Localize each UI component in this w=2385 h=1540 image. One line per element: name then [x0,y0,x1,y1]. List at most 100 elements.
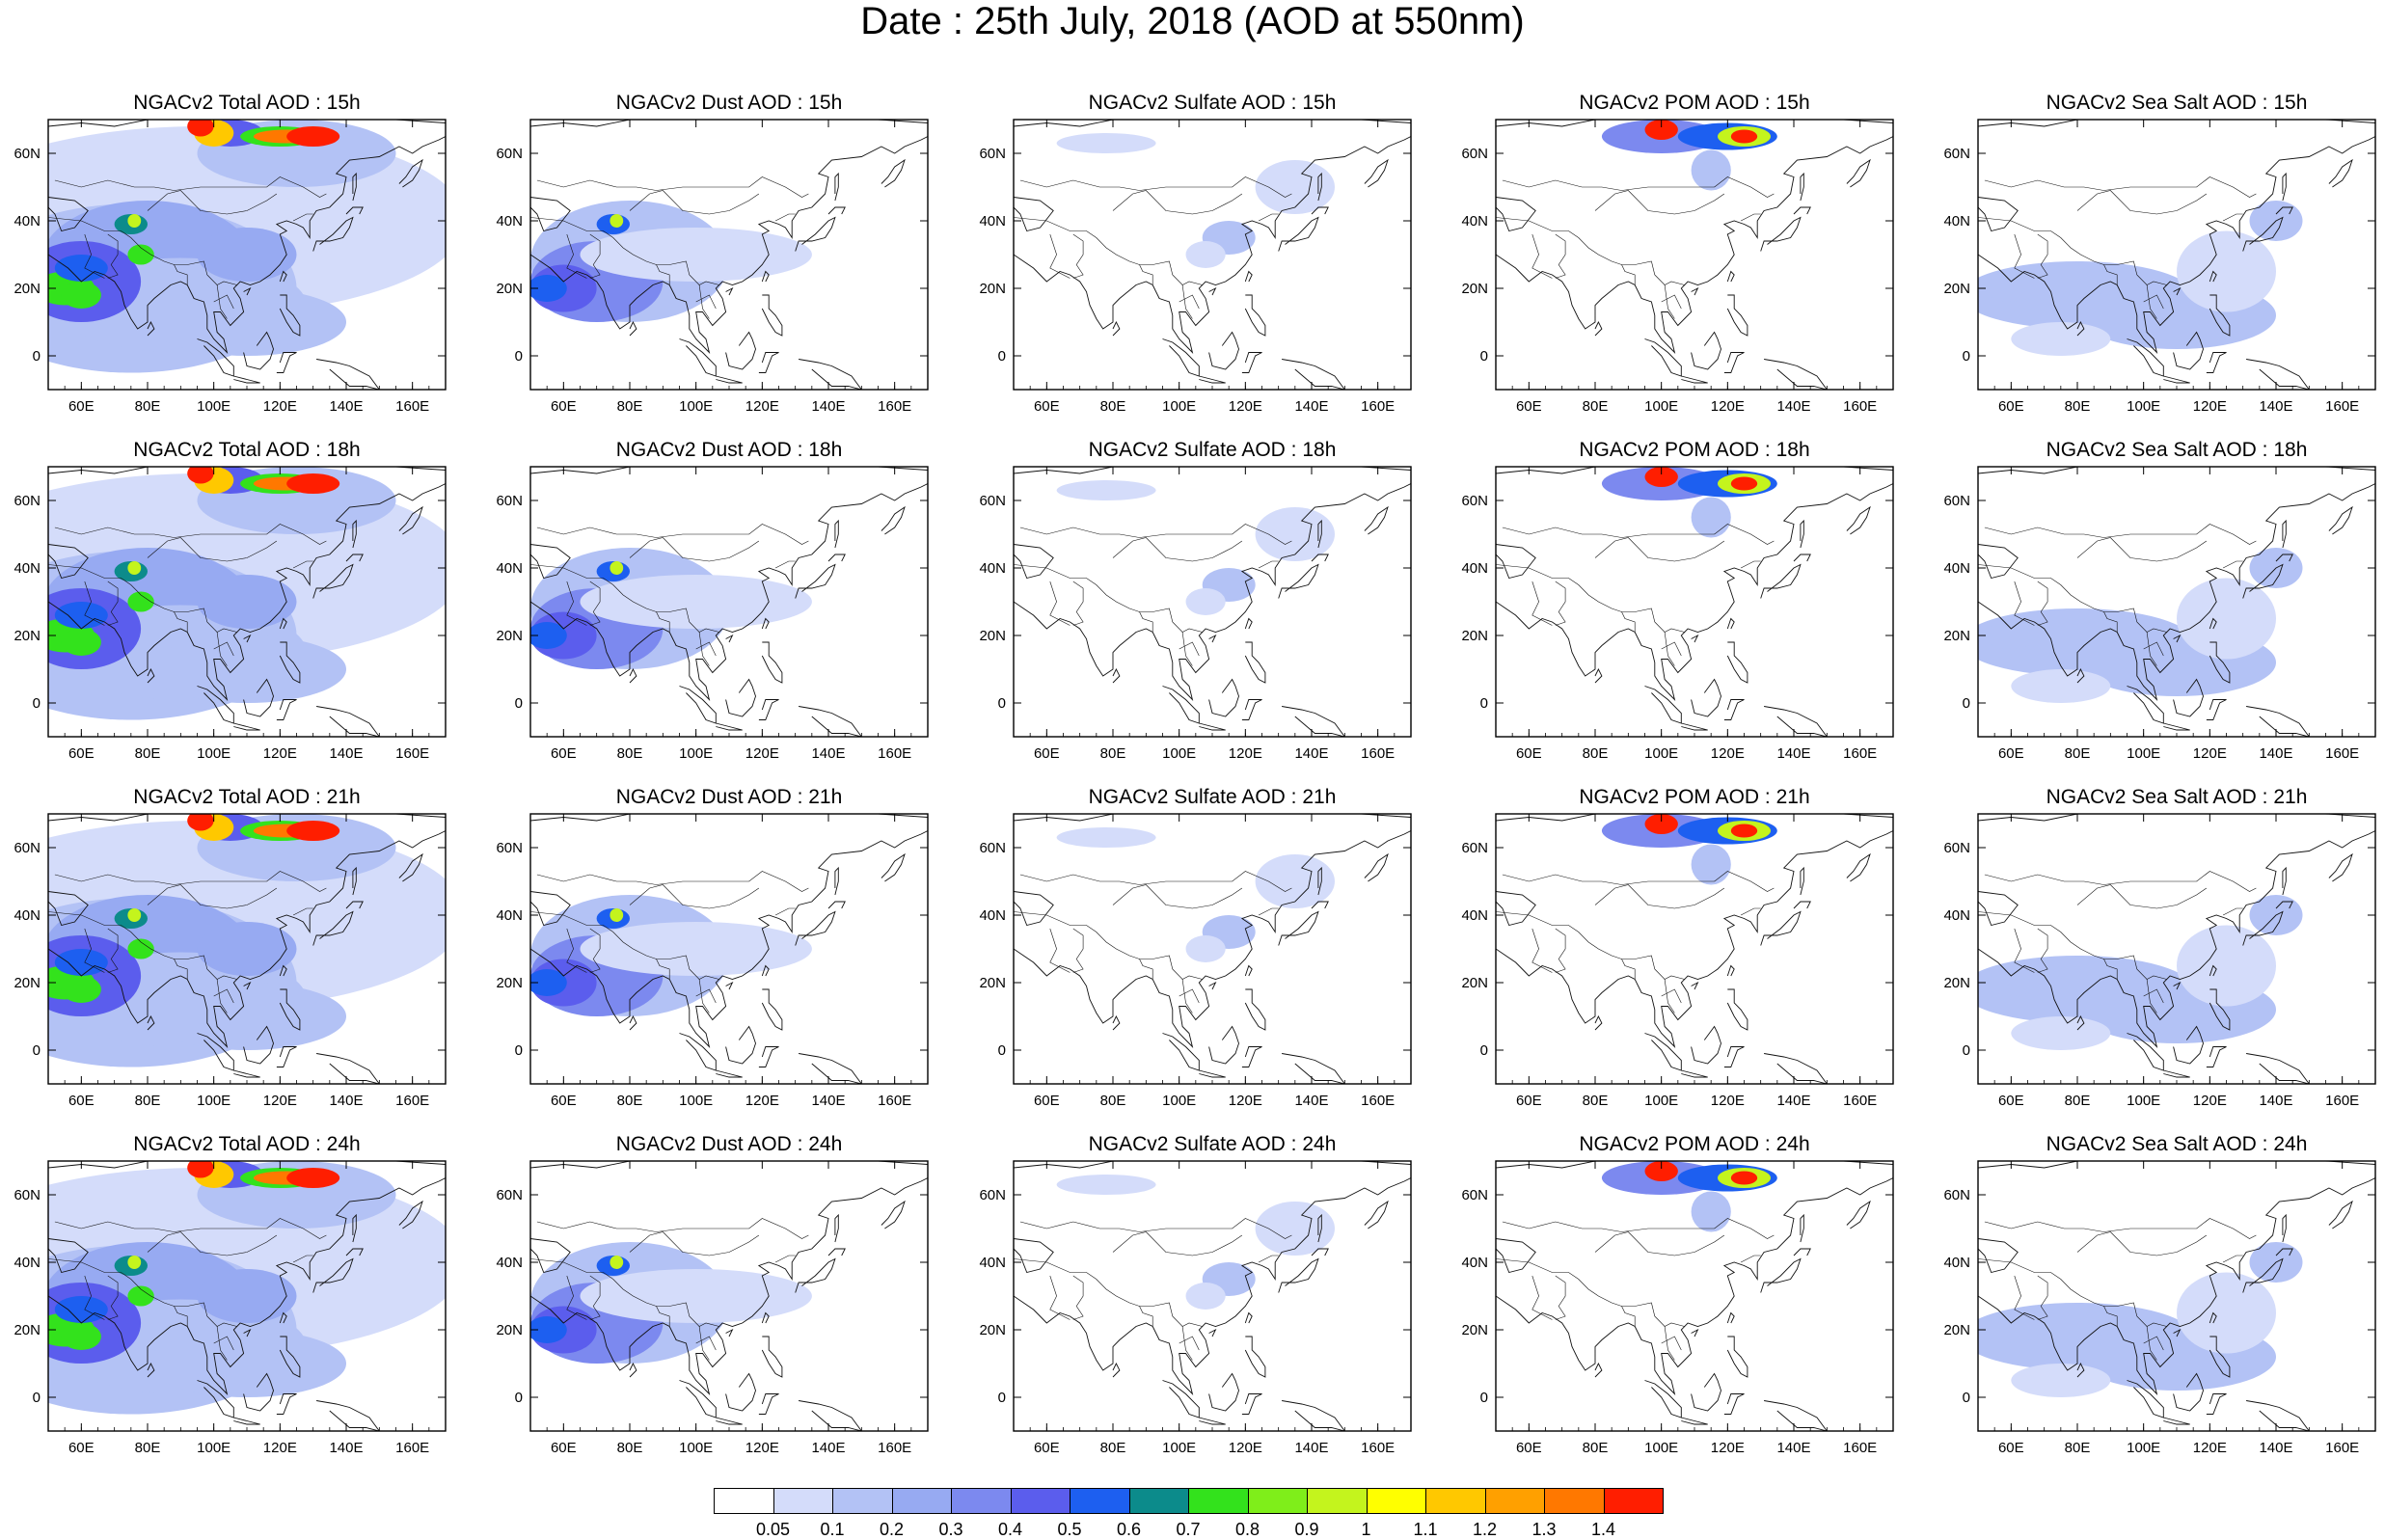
coastline [2173,981,2182,990]
lat-tick-label: 0 [33,348,41,365]
coastline [1496,814,1636,822]
coastline [2246,359,2310,390]
aod-shading [54,949,108,976]
coastline [2209,270,2217,283]
coastline [1764,359,1828,390]
aod-shading [286,1168,340,1188]
country-border [1014,217,1174,276]
coastline [1691,1372,1721,1412]
aod-shading [1255,854,1335,908]
lon-tick-label: 100E [1644,1093,1678,1109]
lon-tick-label: 120E [1229,1440,1262,1456]
coastline [2173,331,2204,370]
panel-title: NGACv2 Dust AOD : 24h [615,1133,843,1155]
country-border [84,581,105,626]
lat-tick-label: 0 [515,1042,523,1059]
coastline [398,505,423,535]
coastline [2127,338,2164,377]
country-border [1049,928,1071,973]
country-border [1139,611,1153,633]
aod-shading [530,622,567,649]
coastline [48,891,89,927]
aod-shading [1691,1191,1731,1232]
lon-tick-label: 160E [1843,745,1877,762]
coastline [197,1380,234,1418]
lat-tick-label: 60N [14,840,41,856]
lon-tick-label: 100E [1644,745,1678,762]
lat-tick-label: 60N [496,1187,523,1203]
map-plot: 60E 80E 100E 120E 140E 160E 60N 40N 20N 0 [979,466,1412,762]
lon-tick-label: 60E [1998,745,2024,762]
coastline-layer [530,120,928,390]
lat-tick-label: 20N [979,975,1006,991]
coastline [1364,852,1389,882]
lat-tick-label: 20N [979,281,1006,297]
country-border [1531,233,1553,279]
coastline [725,1025,756,1065]
coastline [2275,901,2293,909]
country-border [536,871,809,892]
coastline [1681,1069,1708,1078]
coastline [1311,554,1329,562]
panel-title: NGACv2 Dust AOD : 21h [615,786,843,808]
aod-shading [1644,467,1678,487]
coastline [2275,554,2293,562]
coastline [279,1311,287,1324]
coastline [1496,197,1536,232]
aod-shading [2011,1016,2111,1050]
coastline [834,1213,839,1243]
country-border [2146,979,2157,1013]
aod-field [1978,467,2375,737]
lon-tick-label: 100E [679,1440,713,1456]
lat-tick-label: 60N [496,840,523,856]
coastline [1594,667,1603,684]
country-border [2076,884,2208,909]
map-plot: 60E 80E 100E 120E 140E 160E 60N 40N 20N 0 [1943,1160,2376,1456]
panel-title: NGACv2 POM AOD : 24h [1579,1133,1810,1155]
aod-field [1496,120,1893,390]
country-border [2037,928,2048,973]
lat-tick-label: 20N [1943,628,1970,644]
country-border [292,1255,313,1263]
coastline [1241,1046,1262,1067]
country-border [1984,1218,2257,1239]
country-border [174,1306,188,1327]
panel-title: NGACv2 Sea Salt AOD : 15h [2046,92,2308,114]
country-border [1502,524,1775,545]
coastline [48,467,188,474]
map-panel: NGACv2 Dust AOD : 15h 60E 80E 100E 120E 140E 1… [496,89,1013,436]
country-border [656,1306,670,1327]
country-border [530,217,691,276]
lat-tick-label: 0 [1480,1042,1488,1059]
coastline [1241,699,1262,720]
lat-tick-label: 60N [1943,840,1970,856]
coastline [530,830,928,1048]
country-border [147,884,278,909]
coastline [2076,1014,2085,1031]
country-border [530,1258,691,1317]
coastline [1282,706,1345,737]
coastline [881,505,906,535]
lon-tick-label: 160E [2325,1440,2359,1456]
aod-shading [1730,129,1758,144]
coastline [1311,901,1329,909]
country-border [656,264,670,285]
colorbar-label: 1 [1361,1520,1371,1539]
country-border [2037,1275,2048,1320]
coastline [2242,910,2284,946]
coastline [1793,901,1811,909]
country-border [54,524,327,545]
coastline [1800,866,1804,896]
lon-tick-label: 60E [68,1093,95,1109]
coastline [352,866,357,896]
coastline [2209,1311,2217,1324]
aod-shading [1691,844,1731,885]
colorbar-label: 0.1 [820,1520,845,1539]
coastline [1726,1311,1735,1324]
country-border [2146,1326,2157,1361]
lat-tick-label: 20N [1461,281,1488,297]
lon-tick-label: 160E [395,1093,429,1109]
country-border [1555,928,1566,973]
lon-tick-label: 80E [1583,398,1609,415]
colorbar-swatch [1128,1488,1189,1514]
